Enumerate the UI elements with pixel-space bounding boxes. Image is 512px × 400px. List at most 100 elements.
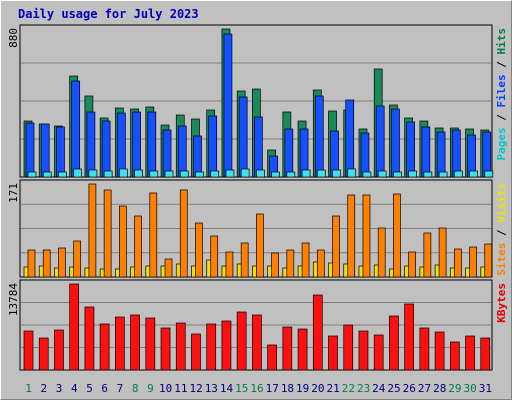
x-tick-label: 10	[159, 382, 172, 395]
pages-bar	[103, 170, 113, 178]
sites-bar	[408, 251, 416, 278]
files-bar	[391, 108, 400, 178]
files-bar	[360, 132, 370, 178]
pages-bar	[210, 170, 220, 178]
kbytes-bar	[160, 327, 171, 371]
x-tick-label: 28	[433, 382, 446, 395]
sites-bar	[256, 213, 264, 278]
x-tick-label: 11	[174, 382, 187, 395]
files-bar	[147, 111, 157, 178]
files-bar	[177, 125, 187, 178]
files-bar	[421, 126, 431, 178]
pages-bar	[393, 171, 402, 178]
x-tick-label: 25	[387, 382, 400, 395]
legend-entry: Visits	[495, 183, 508, 223]
y-max-label: 171	[7, 183, 20, 203]
sites-bar	[393, 193, 401, 278]
x-tick-label: 22	[342, 382, 355, 395]
kbytes-bar	[419, 327, 430, 371]
pages-bar	[225, 169, 235, 178]
pages-bar	[164, 170, 174, 178]
legend-entry: /	[495, 108, 508, 128]
x-tick-label: 6	[101, 382, 108, 395]
pages-bar	[484, 170, 494, 178]
y-max-label: 880	[7, 28, 20, 48]
kbytes-bar	[236, 311, 247, 371]
sites-bar	[423, 232, 432, 278]
kbytes-bar	[84, 306, 95, 371]
legend-entry: Pages	[495, 127, 508, 160]
x-tick-label: 19	[296, 382, 309, 395]
files-bar	[25, 122, 35, 178]
y-max-label: 13784	[7, 283, 20, 316]
x-tick-label: 9	[147, 382, 154, 395]
pages-bar	[240, 168, 250, 178]
sites-bar	[195, 222, 203, 278]
kbytes-bar	[267, 344, 277, 371]
x-tick-label: 27	[418, 382, 431, 395]
pages-bar	[149, 170, 159, 178]
pages-bar	[119, 168, 128, 178]
kbytes-bar	[449, 341, 460, 371]
pages-bar	[179, 170, 189, 178]
kbytes-bar	[175, 322, 186, 371]
sites-bar	[332, 215, 340, 278]
x-tick-label: 12	[189, 382, 202, 395]
pages-bar	[134, 169, 143, 178]
legend-entry: /	[495, 223, 508, 243]
sites-bar	[179, 189, 188, 278]
pages-bar	[58, 171, 67, 178]
files-bar	[482, 131, 492, 178]
files-bar	[132, 111, 141, 178]
files-bar	[193, 135, 202, 178]
kbytes-bar	[206, 323, 217, 371]
kbytes-bar	[312, 294, 323, 371]
sites-bar	[347, 194, 356, 278]
sites-bar	[149, 192, 158, 278]
files-bar	[314, 95, 324, 178]
files-bar	[345, 99, 355, 178]
x-tick-label: 29	[448, 382, 461, 395]
pages-bar	[377, 170, 387, 178]
kbytes-bar	[465, 335, 475, 371]
files-bar	[436, 131, 446, 178]
x-tick-label: 14	[220, 382, 234, 395]
sites-bar	[88, 183, 97, 278]
pages-bar	[195, 171, 204, 178]
kbytes-bar	[252, 314, 262, 371]
sites-bar	[119, 205, 127, 278]
sites-bar	[42, 249, 51, 278]
kbytes-bar	[282, 326, 293, 371]
pages-bar	[469, 170, 478, 178]
sites-bar	[316, 249, 325, 278]
sites-bar	[58, 247, 66, 278]
files-bar	[238, 96, 248, 178]
pages-bar	[88, 169, 98, 178]
kbytes-bar	[99, 323, 110, 371]
kbytes-bar	[297, 328, 308, 371]
pages-bar	[301, 169, 311, 178]
kbytes-bar	[389, 315, 399, 371]
chart-title: Daily usage for July 2023	[18, 7, 199, 21]
kbytes-bar	[38, 337, 49, 371]
legend-entry: Files	[495, 74, 508, 107]
x-tick-label: 26	[403, 382, 416, 395]
x-tick-label: 1	[25, 382, 32, 395]
sites-bar	[438, 227, 447, 278]
kbytes-bar	[145, 317, 156, 371]
files-bar	[284, 128, 294, 178]
x-tick-label: 15	[235, 382, 248, 395]
files-bar	[406, 121, 415, 178]
x-tick-label: 7	[117, 382, 124, 395]
pages-bar	[408, 170, 417, 178]
sites-bar	[469, 246, 477, 278]
pages-bar	[438, 171, 448, 178]
x-tick-label: 5	[86, 382, 93, 395]
legend-entry: Hits	[495, 28, 508, 55]
kbytes-bar	[434, 331, 445, 371]
legend: Sites / Visits	[495, 183, 508, 276]
x-tick-label: 21	[327, 382, 340, 395]
pages-bar	[423, 171, 433, 178]
legend-entry: /	[495, 55, 508, 75]
